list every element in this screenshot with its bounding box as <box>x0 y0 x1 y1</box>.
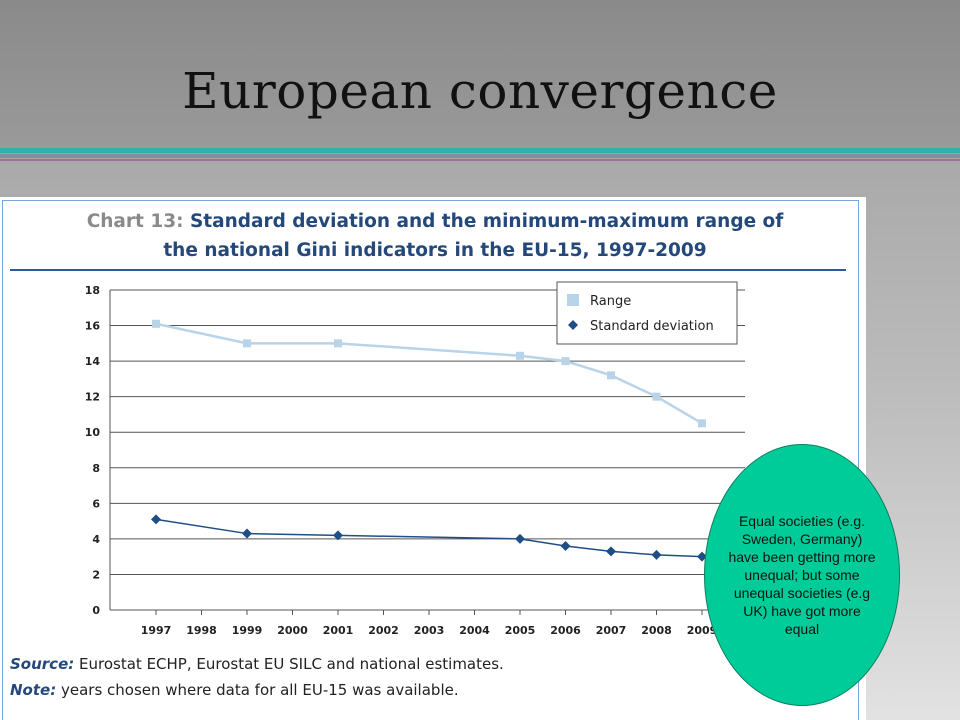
x-tick-label: 2003 <box>414 624 445 637</box>
range-point <box>561 357 570 366</box>
standard-deviation-point <box>333 530 343 541</box>
chart-heading-line2: the national Gini indicators in the EU-1… <box>163 240 707 261</box>
y-tick-label: 0 <box>92 604 100 617</box>
standard-deviation-point <box>651 549 662 560</box>
x-tick-label: 1997 <box>141 624 172 637</box>
title-divider-grey <box>0 154 960 158</box>
series-line-range <box>155 322 703 425</box>
legend-range-label: Range <box>590 294 631 309</box>
footnote-note: Note: years chosen where data for all EU… <box>10 681 459 699</box>
footnote-source-label: Source: <box>10 655 75 673</box>
y-tick-label: 10 <box>85 426 101 439</box>
title-divider-teal <box>0 148 960 153</box>
chart-panel-border <box>2 200 859 720</box>
legend-box <box>556 281 738 345</box>
x-tick-label: 1999 <box>232 624 263 637</box>
y-tick-label: 18 <box>85 284 100 297</box>
range-point <box>516 351 524 360</box>
title-divider-purple <box>0 159 960 161</box>
footnote-note-text: years chosen where data for all EU-15 wa… <box>60 681 459 699</box>
y-tick-label: 12 <box>85 391 100 404</box>
y-tick-label: 2 <box>92 568 100 581</box>
y-tick-label: 16 <box>85 320 101 333</box>
range-point <box>607 371 615 380</box>
footnote-source: Source: Eurostat ECHP, Eurostat EU SILC … <box>10 655 504 673</box>
range-point <box>243 339 251 348</box>
y-tick-label: 14 <box>85 355 101 368</box>
x-tick-label: 2000 <box>277 624 308 637</box>
legend-range-swatch <box>567 294 579 306</box>
range-point <box>698 419 706 428</box>
chart-heading-prefix: Chart 13: <box>86 211 184 232</box>
footnote-source-text: Eurostat ECHP, Eurostat EU SILC and nati… <box>79 655 504 673</box>
standard-deviation-point <box>515 533 525 544</box>
footnote-note-label: Note: <box>10 681 57 699</box>
legend-standard-deviation-label: Standard deviation <box>590 319 714 334</box>
x-tick-label: 1998 <box>186 624 217 637</box>
y-tick-label: 6 <box>92 497 100 510</box>
standard-deviation-point <box>242 528 252 539</box>
x-tick-label: 2001 <box>323 624 354 637</box>
standard-deviation-point <box>151 514 161 525</box>
y-tick-label: 4 <box>92 533 100 546</box>
x-tick-label: 2002 <box>368 624 399 637</box>
callout-text: Equal societies (e.g. Sweden, Germany) h… <box>728 513 876 637</box>
standard-deviation-point <box>606 546 616 557</box>
x-tick-label: 2009 <box>687 624 718 637</box>
range-point <box>652 392 661 401</box>
standard-deviation-point <box>560 541 571 551</box>
x-tick-label: 2008 <box>641 624 672 637</box>
x-tick-label: 2007 <box>596 624 627 637</box>
chart-heading-line1: Standard deviation and the minimum-maxim… <box>189 211 784 232</box>
legend-standard-deviation-swatch <box>568 320 578 330</box>
x-tick-label: 2005 <box>505 624 536 637</box>
y-tick-label: 8 <box>92 462 100 475</box>
chart-heading-rule <box>10 269 846 271</box>
callout-bubble: Equal societies (e.g. Sweden, Germany) h… <box>704 444 900 706</box>
chart-heading: Chart 13: Standard deviation and the min… <box>12 207 858 265</box>
range-point <box>334 339 342 348</box>
x-tick-label: 2006 <box>550 624 581 637</box>
series-line-standard-deviation <box>155 518 703 558</box>
range-point <box>152 319 160 328</box>
slide-title: European convergence <box>182 62 778 120</box>
x-tick-label: 2004 <box>459 624 490 637</box>
